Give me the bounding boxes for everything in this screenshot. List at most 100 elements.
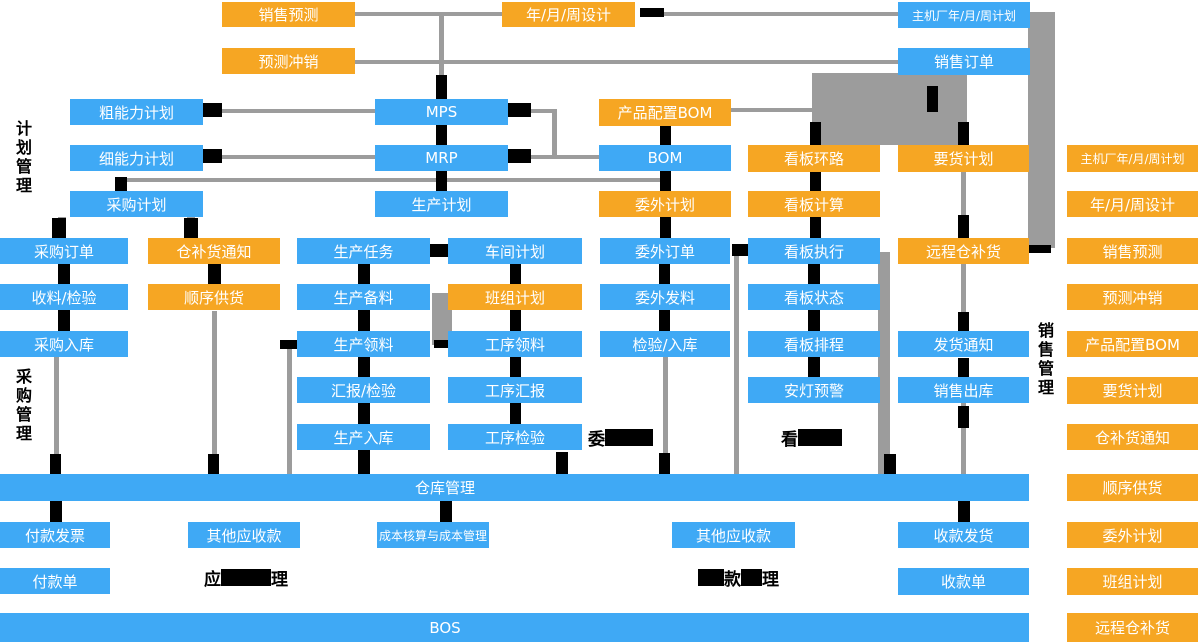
connector-line <box>120 178 666 182</box>
node-kanban-loop: 看板环路 <box>748 145 880 172</box>
node-kanban-status: 看板状态 <box>748 284 880 310</box>
connector-line <box>287 348 292 475</box>
node-right-sales-forecast: 销售预测 <box>1067 238 1198 264</box>
connector-line <box>961 403 966 474</box>
connector-stub <box>810 122 821 147</box>
connector-line <box>812 73 967 145</box>
connector-stub <box>208 454 219 475</box>
node-bom: BOM <box>599 145 731 171</box>
connector-stub <box>958 501 970 522</box>
node-purchase-receipt: 采购入库 <box>0 331 128 357</box>
connector-line <box>355 60 898 64</box>
node-sales-forecast: 销售预测 <box>222 2 355 27</box>
redaction-bar <box>798 429 842 446</box>
label-text: 款 <box>724 570 741 590</box>
node-payment-invoice: 付款发票 <box>0 522 110 548</box>
connector-line <box>203 155 375 159</box>
node-cost-accounting-management: 成本核算与成本管理 <box>377 522 489 548</box>
node-bos: BOS <box>0 613 1029 642</box>
redaction-bar <box>741 569 762 586</box>
connector-stub <box>58 262 70 286</box>
connector-stub <box>58 308 70 333</box>
connector-stub <box>440 501 452 522</box>
connector-line <box>203 109 375 113</box>
connector-stub <box>280 340 298 349</box>
node-right-team-plan: 班组计划 <box>1067 568 1198 595</box>
node-purchase-order: 采购订单 <box>0 238 128 264</box>
connector-stub <box>958 312 969 331</box>
connector-stub <box>510 308 521 333</box>
node-purchase-plan: 采购计划 <box>70 191 203 217</box>
kanban-management-label: 看 <box>781 428 842 450</box>
connector-stub <box>659 453 670 475</box>
label-text: 委 <box>588 430 605 450</box>
label-text: 应 <box>204 570 221 590</box>
node-outsourcing-order: 委外订单 <box>600 238 730 264</box>
connector-stub <box>358 308 370 333</box>
connector-stub <box>810 168 821 193</box>
node-mps: MPS <box>375 99 508 125</box>
connector-stub <box>640 8 664 17</box>
side-label-plan-management: 计划管理 <box>13 120 32 196</box>
node-right-product-config-bom: 产品配置BOM <box>1067 331 1198 357</box>
node-process-inspection: 工序检验 <box>448 424 582 450</box>
node-receipt-shipping: 收款发货 <box>898 522 1029 548</box>
node-outsourcing-material-issue: 委外发料 <box>600 284 730 310</box>
node-kanban-scheduling: 看板排程 <box>748 331 880 357</box>
connector-stub <box>958 406 969 428</box>
node-product-config-bom: 产品配置BOM <box>599 99 731 126</box>
redaction-bar <box>221 569 271 586</box>
connector-stub <box>436 122 447 147</box>
connector-line <box>508 109 556 113</box>
node-right-remote-warehouse-replenish: 远程仓补货 <box>1067 613 1198 642</box>
connector-line <box>432 293 452 345</box>
connector-stub <box>1029 245 1051 253</box>
node-shipping-notice: 发货通知 <box>898 331 1029 357</box>
label-text: 理 <box>271 570 288 590</box>
connector-stub <box>958 122 969 147</box>
node-mrp: MRP <box>375 145 508 171</box>
node-delivery-requirement-plan: 要货计划 <box>898 145 1029 172</box>
node-process-report: 工序汇报 <box>448 377 582 403</box>
node-kanban-calculation: 看板计算 <box>748 191 880 217</box>
connector-stub <box>50 501 62 522</box>
connector-stub <box>208 262 221 286</box>
node-process-material-issue: 工序领料 <box>448 331 582 357</box>
node-workshop-plan: 车间计划 <box>448 238 582 264</box>
node-warehouse-management: 仓库管理 <box>0 474 1029 501</box>
side-label-sales-management: 销售管理 <box>1035 322 1054 398</box>
connector-line <box>663 357 668 475</box>
connector-stub <box>510 262 521 286</box>
connector-line <box>664 12 898 16</box>
node-right-outsourcing-plan: 委外计划 <box>1067 522 1198 548</box>
connector-stub <box>660 168 671 193</box>
connector-line <box>961 171 966 238</box>
node-sales-order: 销售订单 <box>898 48 1030 75</box>
node-oem-year-month-week-plan: 主机厂年/月/周计划 <box>898 2 1030 28</box>
connector-line <box>552 109 557 159</box>
connector-stub <box>732 244 749 256</box>
node-forecast-offset: 预测冲销 <box>222 48 355 74</box>
node-rough-capacity-plan: 粗能力计划 <box>70 99 203 125</box>
node-production-receipt: 生产入库 <box>297 424 430 450</box>
redaction-bar <box>698 569 724 586</box>
node-inspection-receipt: 检验/入库 <box>600 331 730 357</box>
connector-stub <box>808 308 820 333</box>
connector-stub <box>808 355 820 379</box>
node-right-forecast-offset: 预测冲销 <box>1067 284 1198 310</box>
node-right-warehouse-replenish-notice: 仓补货通知 <box>1067 424 1198 450</box>
connector-stub <box>510 401 521 426</box>
connector-stub <box>660 122 671 147</box>
node-other-receivables-2: 其他应收款 <box>672 522 795 548</box>
connector-line <box>731 108 812 112</box>
connector-line <box>212 311 217 475</box>
node-payment-slip: 付款单 <box>0 568 110 594</box>
connector-stub <box>808 262 820 286</box>
connector-stub <box>510 355 521 379</box>
connector-stub <box>505 103 531 117</box>
label-text: 理 <box>762 570 779 590</box>
connector-line <box>878 252 890 475</box>
connector-line <box>439 12 444 76</box>
node-right-delivery-requirement-plan: 要货计划 <box>1067 377 1198 404</box>
node-production-task: 生产任务 <box>297 238 430 264</box>
